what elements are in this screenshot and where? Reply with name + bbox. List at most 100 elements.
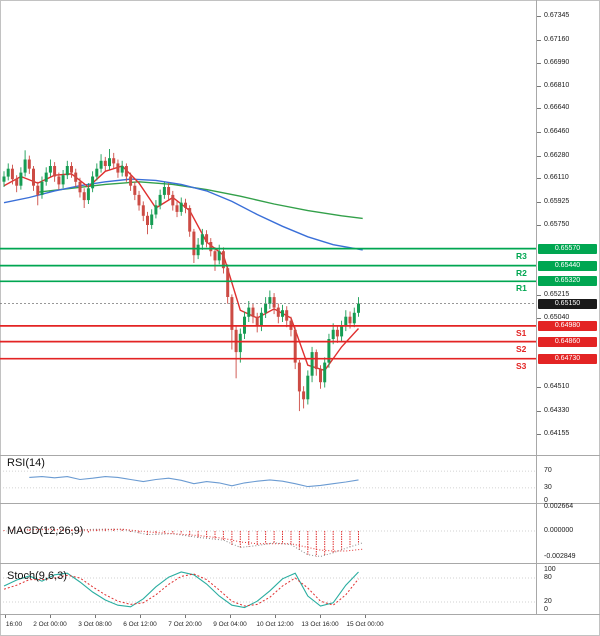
time-axis-tick — [320, 615, 321, 618]
candle — [226, 264, 230, 304]
price-axis-tick — [537, 132, 541, 133]
price-axis-label: 0.64330 — [544, 407, 570, 414]
candle — [268, 290, 272, 309]
price-axis-tick — [537, 178, 541, 179]
price-axis-tick — [537, 16, 541, 17]
candle — [259, 307, 263, 332]
macd-pane[interactable] — [0, 503, 536, 563]
price-axis-label: 0.67160 — [544, 36, 570, 43]
time-axis-label: 13 Oct 16:00 — [301, 621, 339, 628]
candle — [141, 201, 145, 222]
candle — [32, 166, 35, 191]
candle — [272, 293, 276, 315]
price-axis-tick — [537, 318, 541, 319]
price-axis-label: 0.66460 — [544, 128, 570, 135]
time-axis-tick — [140, 615, 141, 618]
indicator-axis-label: -0.002849 — [544, 553, 576, 560]
candle — [86, 183, 90, 204]
price-axis-label: 0.65040 — [544, 314, 570, 321]
indicator-axis-label: 0 — [544, 497, 548, 504]
candle — [95, 163, 99, 181]
time-axis-label: 3 Oct 08:00 — [78, 621, 112, 628]
price-axis-label: 0.66640 — [544, 104, 570, 111]
time-axis-tick — [275, 615, 276, 618]
candle — [2, 171, 6, 187]
candle — [255, 312, 259, 333]
candle — [53, 162, 57, 182]
candle — [230, 294, 234, 350]
candle — [217, 244, 221, 265]
candle — [116, 159, 120, 178]
rsi-line — [29, 476, 359, 488]
candle — [209, 238, 213, 257]
support-price-badge: 0.64980 — [538, 321, 597, 331]
candle — [19, 167, 23, 190]
time-axis-label: 9 Oct 04:00 — [213, 621, 247, 628]
candle — [234, 325, 238, 379]
candle — [36, 181, 40, 206]
ma-fast-red-line — [3, 165, 360, 372]
candle — [108, 149, 111, 170]
price-axis-label: 0.65215 — [544, 291, 570, 298]
candle — [103, 156, 107, 172]
candle — [247, 301, 251, 322]
candle — [340, 320, 344, 342]
candle — [167, 183, 171, 201]
candle — [82, 188, 86, 208]
price-axis-tick — [537, 40, 541, 41]
candle — [319, 365, 322, 389]
price-axis-tick — [537, 108, 541, 109]
price-axis-tick — [537, 387, 541, 388]
price-axis-tick — [537, 63, 541, 64]
macd-signal-line — [20, 528, 363, 552]
candle — [276, 303, 280, 324]
candle — [44, 167, 48, 186]
candle — [6, 163, 10, 181]
candle — [146, 211, 149, 235]
price-axis-tick — [537, 225, 541, 226]
candle — [352, 307, 356, 328]
price-axis-label: 0.64155 — [544, 430, 570, 437]
support-price-badge: 0.64860 — [538, 337, 597, 347]
candle — [61, 170, 65, 189]
candle — [310, 346, 314, 383]
stoch-pane[interactable] — [0, 563, 536, 614]
time-axis-label: 2 Oct 00:00 — [33, 621, 67, 628]
time-axis-tick — [185, 615, 186, 618]
price-pane[interactable] — [0, 0, 536, 455]
candle — [179, 197, 183, 216]
time-axis-label: 10 Oct 12:00 — [256, 621, 294, 628]
candle — [27, 155, 31, 174]
ma-slow-green-line — [37, 181, 363, 220]
indicator-axis-label: 20 — [544, 598, 552, 605]
pane-divider — [0, 503, 600, 504]
candle — [327, 333, 331, 368]
indicator-axis-label: 0.002664 — [544, 503, 574, 510]
price-axis: 0.67345 0.67160 0.66990 0.66810 0.66640 0.664… — [537, 0, 600, 614]
time-axis-label: 6 Oct 12:00 — [123, 621, 157, 628]
candle — [213, 247, 217, 271]
candle — [238, 328, 242, 363]
price-axis-label: 0.65925 — [544, 198, 570, 205]
price-axis-label: 0.66110 — [544, 174, 569, 181]
price-axis-tick — [537, 434, 541, 435]
candle — [331, 323, 335, 345]
candle — [302, 386, 306, 409]
indicator-axis-label: 70 — [544, 467, 552, 474]
candle — [78, 177, 82, 198]
rsi-pane[interactable] — [0, 455, 536, 503]
candle — [297, 360, 301, 412]
candle — [281, 304, 284, 322]
price-axis-label: 0.66280 — [544, 152, 570, 159]
price-axis-label: 0.66990 — [544, 59, 570, 66]
candle — [306, 370, 310, 405]
candle — [70, 162, 73, 178]
time-axis-tick — [5, 615, 6, 618]
time-axis-label: 7 Oct 20:00 — [168, 621, 202, 628]
candle — [184, 198, 187, 214]
resistance-price-badge: 0.65440 — [538, 261, 597, 271]
candle — [99, 154, 103, 173]
stoch-d-line — [3, 573, 359, 607]
resistance-price-badge: 0.65570 — [538, 244, 597, 254]
